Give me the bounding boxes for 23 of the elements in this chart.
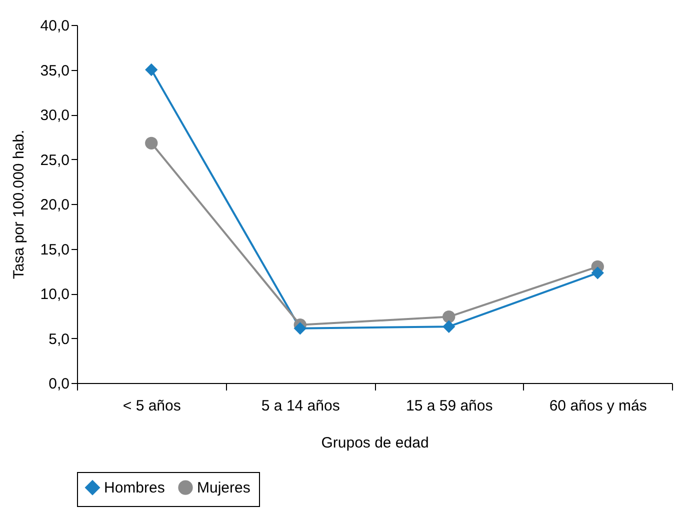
y-tick-label: 20,0 bbox=[40, 196, 70, 214]
y-tick-label: 40,0 bbox=[40, 18, 70, 34]
point bbox=[145, 136, 158, 150]
x-tick-label: < 5 años bbox=[122, 398, 181, 414]
y-tick-label: 25,0 bbox=[40, 152, 70, 169]
y-axis-title: Tasa por 100.000 hab. bbox=[10, 130, 28, 280]
x-tick-label: 60 años y más bbox=[549, 398, 647, 414]
point bbox=[294, 322, 306, 335]
x-tick-label: 15 a 59 años bbox=[406, 398, 493, 414]
legend-label: Hombres bbox=[104, 480, 165, 497]
y-tick-label: 0,0 bbox=[48, 376, 70, 392]
point bbox=[145, 63, 158, 76]
y-tick-label: 15,0 bbox=[40, 241, 70, 258]
y-tick-label: 5,0 bbox=[48, 330, 70, 348]
point bbox=[442, 310, 456, 324]
legend-label: Mujeres bbox=[197, 480, 250, 497]
point bbox=[442, 320, 456, 333]
x-axis-title: Grupos de edad bbox=[321, 434, 429, 452]
y-tick-label: 10,0 bbox=[40, 286, 70, 303]
point bbox=[591, 266, 604, 280]
y-tick-label: 30,0 bbox=[40, 107, 70, 124]
x-tick-label: 5 a 14 años bbox=[261, 398, 340, 414]
y-tick-label: 35,0 bbox=[40, 62, 70, 80]
